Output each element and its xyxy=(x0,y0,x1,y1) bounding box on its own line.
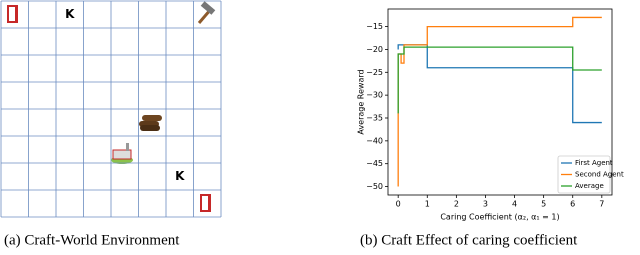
y-tick-label: −25 xyxy=(366,68,383,77)
caption: (a) Craft-World Environment xyxy=(4,232,180,248)
x-tick-label: 1 xyxy=(425,200,430,209)
y-tick-label: −20 xyxy=(366,45,383,54)
x-tick-label: 2 xyxy=(454,200,459,209)
y-tick-label: −40 xyxy=(366,136,383,145)
x-tick-label: 3 xyxy=(483,200,488,209)
cell-label: K xyxy=(175,169,185,183)
y-tick-label: −50 xyxy=(366,182,383,191)
legend-box xyxy=(557,155,611,194)
cell-label: K xyxy=(65,7,75,21)
x-tick-label: 6 xyxy=(570,200,575,209)
x-tick-label: 7 xyxy=(599,200,604,209)
door-icon xyxy=(202,196,208,210)
hammer-icon xyxy=(200,1,216,15)
y-tick-label: −35 xyxy=(366,113,383,122)
x-tick-label: 4 xyxy=(512,200,517,209)
y-tick-label: −45 xyxy=(366,159,383,168)
plot-frame xyxy=(387,8,613,196)
x-tick-label: 0 xyxy=(396,200,401,209)
legend-label: Average xyxy=(575,182,604,190)
y-tick-label: −15 xyxy=(366,22,383,31)
legend-label: Second Agent xyxy=(575,171,624,179)
series-line xyxy=(397,46,602,114)
y-tick-label: −30 xyxy=(366,91,383,100)
factory-icon xyxy=(111,143,133,164)
craft-world: K K xyxy=(0,0,222,218)
series-line xyxy=(397,44,602,124)
caption: (b) Craft Effect of caring coefficient xyxy=(360,232,578,248)
legend-label: First Agent xyxy=(575,159,613,167)
y-axis-label: Average Reward xyxy=(357,69,366,134)
x-axis-label: Caring Coefficient (α₂, α₁ = 1) xyxy=(440,213,559,222)
door-icon xyxy=(9,7,15,21)
logs-icon xyxy=(139,115,162,131)
x-tick-label: 5 xyxy=(541,200,546,209)
